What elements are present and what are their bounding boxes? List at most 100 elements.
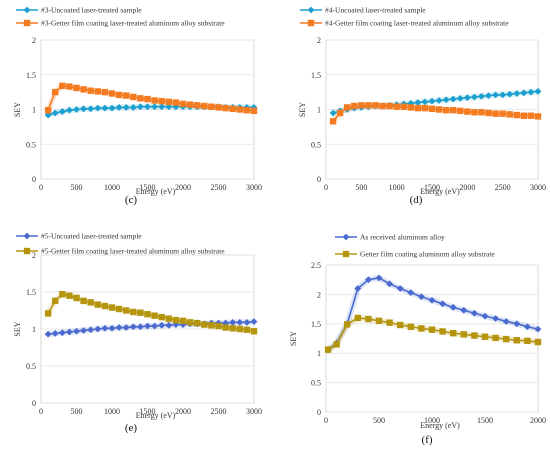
data-point	[101, 302, 109, 310]
data-point	[449, 303, 457, 311]
y-axis-label: SEY	[289, 331, 298, 346]
data-point	[418, 325, 425, 332]
data-point	[324, 346, 332, 353]
data-point	[137, 309, 144, 316]
chart-panel-3: 0 0.5 1 1.5 2 0 500 1000 1500 2000 2500 3000 Energy …	[13, 232, 262, 434]
data-point	[351, 102, 358, 110]
data-point	[421, 104, 429, 112]
y-tick-label: 2	[32, 36, 36, 45]
legend-entry: #4-Getter film coating laser-treated alu…	[300, 19, 509, 28]
data-point	[58, 329, 66, 337]
data-point	[396, 285, 404, 292]
y-tick-label: 2	[317, 290, 321, 299]
data-point	[108, 90, 116, 97]
data-point	[87, 105, 95, 113]
data-point	[80, 86, 87, 93]
data-point	[450, 106, 457, 114]
data-point	[527, 88, 535, 96]
y-tick-label: 0.5	[311, 379, 321, 388]
data-point	[492, 334, 499, 342]
y-tick-label: 1	[32, 106, 36, 115]
data-point	[186, 319, 194, 326]
y-tick-label: 0	[32, 175, 36, 184]
x-tick-label: 2000	[175, 183, 191, 192]
data-point	[407, 323, 414, 330]
x-tick-label: 500	[71, 407, 83, 416]
data-point	[80, 297, 87, 305]
data-point	[66, 106, 73, 114]
data-point	[471, 309, 478, 317]
x-tick-label: 3000	[530, 183, 546, 192]
data-point	[236, 106, 243, 113]
data-point	[397, 321, 404, 329]
legend-entry: #4-Uncoated laser-treated sample	[300, 6, 426, 15]
x-axis-label: Energy (eV)	[136, 411, 176, 420]
data-point	[94, 301, 101, 308]
data-point	[129, 104, 137, 111]
series-2	[44, 291, 258, 335]
legend-marker	[342, 233, 350, 241]
legend-entry: #3-Getter film coating laser-treated alu…	[16, 19, 225, 28]
data-point	[158, 321, 166, 329]
data-point	[165, 98, 172, 106]
data-point	[513, 320, 521, 328]
data-point	[144, 322, 151, 330]
data-point	[151, 97, 158, 104]
data-point	[58, 108, 66, 115]
legend-label: #5-Getter film coating laser-treated alu…	[41, 247, 225, 256]
legend-entry: #5-Getter film coating laser-treated alu…	[16, 247, 225, 256]
data-point	[375, 274, 383, 282]
data-point	[478, 92, 485, 100]
y-tick-label: 1.5	[26, 71, 36, 80]
data-point	[524, 323, 531, 331]
data-point	[129, 323, 137, 331]
data-point	[428, 105, 436, 113]
x-tick-label: 2000	[530, 416, 546, 425]
data-point	[329, 109, 337, 117]
data-point	[80, 327, 87, 334]
x-tick-label: 2500	[211, 407, 227, 416]
y-tick-label: 1	[32, 325, 36, 334]
data-point	[464, 108, 471, 115]
data-point	[457, 107, 464, 115]
data-point	[137, 103, 144, 111]
data-point	[439, 328, 446, 335]
data-point	[471, 332, 478, 339]
data-point	[534, 325, 542, 333]
data-point	[333, 341, 340, 348]
data-point	[485, 109, 492, 117]
data-point	[44, 330, 52, 338]
data-point	[73, 294, 80, 302]
data-point	[329, 118, 337, 125]
data-point	[101, 104, 109, 112]
data-point	[379, 102, 386, 110]
panel-caption: (f)	[422, 434, 433, 446]
data-point	[435, 106, 443, 113]
y-tick-label: 2	[32, 251, 36, 260]
x-tick-label: 2000	[459, 183, 475, 192]
data-point	[344, 321, 351, 328]
data-point	[66, 83, 73, 90]
data-point	[179, 100, 187, 108]
y-tick-label: 0	[32, 399, 36, 408]
x-axis-label: Energy (eV)	[136, 187, 176, 196]
legend-label: As received aluminum alloy	[360, 233, 445, 242]
series-2	[44, 82, 258, 115]
data-point	[393, 103, 400, 110]
data-point	[435, 97, 443, 104]
data-point	[51, 109, 59, 117]
data-point	[520, 112, 528, 119]
data-point	[73, 106, 80, 113]
x-tick-label: 1000	[104, 407, 120, 416]
panel-caption: (e)	[125, 422, 138, 434]
legend-label: #3-Getter film coating laser-treated alu…	[41, 19, 225, 28]
data-point	[236, 325, 243, 333]
chart-panel-4: 0 0.5 1 1.5 2 2.5 0 500 1000 1500 2000 Energy (eV) S…	[289, 233, 546, 446]
data-point	[172, 321, 180, 328]
data-point	[151, 103, 158, 111]
legend-label: #4-Getter film coating laser-treated alu…	[325, 19, 509, 28]
data-point	[344, 104, 351, 111]
legend-label: #3-Uncoated laser-treated sample	[41, 6, 142, 15]
data-point	[418, 293, 425, 301]
x-tick-label: 2500	[211, 183, 227, 192]
